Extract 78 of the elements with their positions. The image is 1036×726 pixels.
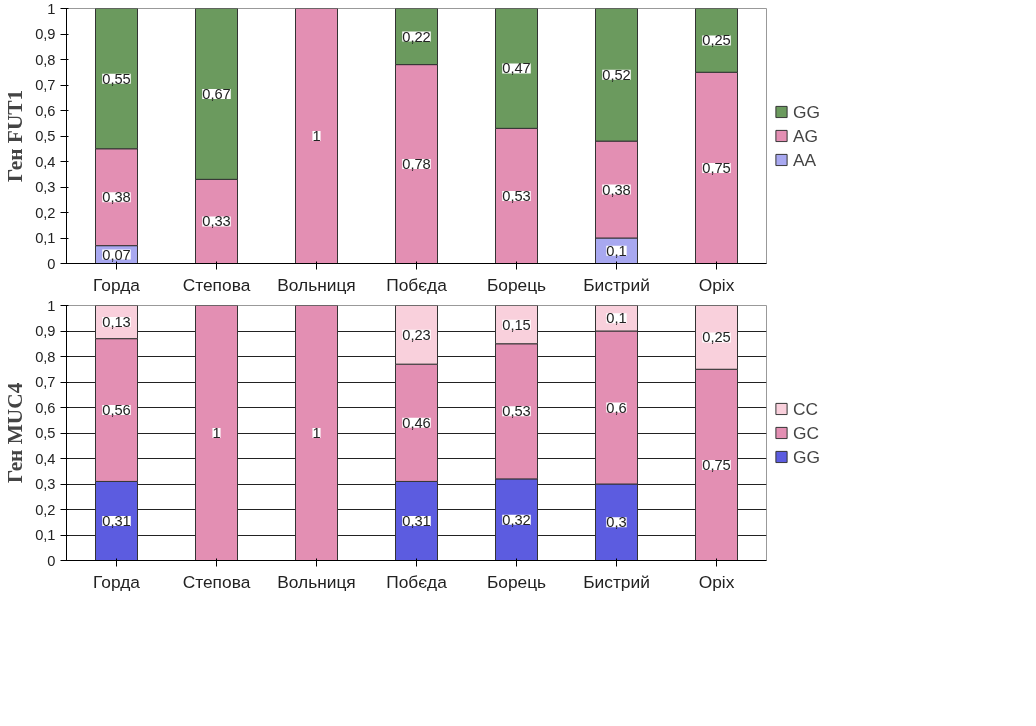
- data-label: 1: [212, 425, 221, 441]
- data-label: 0,22: [402, 28, 431, 45]
- data-label: 0,32: [502, 511, 531, 528]
- y-tick-label: 0,6: [35, 102, 56, 119]
- x-tick-label: Борець: [486, 571, 547, 592]
- y-axis-title: Ген FUT1: [3, 89, 28, 183]
- y-tick-label: 0,7: [35, 374, 56, 390]
- data-label: 1: [312, 128, 321, 144]
- x-tick-label: Оріх: [698, 571, 735, 592]
- y-tick-label: 0,1: [35, 527, 56, 543]
- data-label: 0,47: [502, 60, 531, 77]
- legend-label: AG: [793, 125, 819, 146]
- y-tick-label: 0,8: [35, 51, 56, 68]
- y-tick-label: 0,9: [35, 26, 56, 42]
- x-tick-label: Бистрий: [583, 274, 650, 295]
- x-tick-label: Вольниця: [277, 571, 356, 592]
- legend-label: GC: [793, 422, 819, 443]
- y-axis-title: Ген MUC4: [3, 382, 28, 484]
- data-label: 0,25: [702, 32, 731, 49]
- y-tick-label: 0,2: [35, 204, 56, 221]
- data-label: 0,67: [202, 85, 231, 102]
- x-tick-label: Степова: [182, 571, 251, 592]
- data-label: 0,52: [602, 66, 631, 83]
- legend-label: CC: [793, 398, 819, 419]
- y-tick-label: 0,7: [35, 77, 56, 93]
- bar: [295, 305, 338, 561]
- x-tick-label: Горда: [93, 274, 141, 295]
- y-tick-label: 0: [47, 552, 56, 569]
- data-label: 0,1: [606, 242, 627, 259]
- x-tick-label: Бистрий: [583, 571, 650, 592]
- y-tick-label: 0,5: [35, 425, 56, 441]
- y-tick-label: 0,4: [35, 450, 56, 467]
- data-label: 0,38: [102, 189, 131, 206]
- legend-label: GG: [793, 101, 820, 122]
- y-tick-label: 0,3: [35, 476, 56, 492]
- data-label: 0,25: [702, 329, 731, 346]
- data-label: 0,38: [602, 181, 631, 198]
- data-label: 0,3: [606, 514, 627, 531]
- x-tick-label: Побєда: [386, 274, 448, 295]
- y-tick-label: 0,6: [35, 399, 56, 416]
- y-tick-label: 1: [47, 0, 56, 17]
- data-label: 0,07: [102, 246, 131, 263]
- y-tick-label: 0,3: [35, 179, 56, 195]
- data-label: 0,13: [102, 314, 131, 331]
- data-label: 0,1: [606, 310, 627, 327]
- x-tick-label: Горда: [93, 571, 141, 592]
- data-label: 0,75: [702, 159, 731, 176]
- y-tick-label: 0,8: [35, 348, 56, 365]
- x-tick-label: Побєда: [386, 571, 448, 592]
- data-label: 0,33: [202, 213, 231, 230]
- y-tick-label: 0: [47, 255, 56, 272]
- x-tick-label: Оріх: [698, 274, 735, 295]
- x-tick-label: Вольниця: [277, 274, 356, 295]
- bar: [195, 305, 238, 561]
- data-label: 0,31: [102, 512, 131, 529]
- x-tick-label: Степова: [182, 274, 251, 295]
- data-label: 1: [312, 425, 321, 441]
- data-label: 0,75: [702, 456, 731, 473]
- data-label: 0,31: [402, 512, 431, 529]
- data-label: 0,53: [502, 403, 531, 420]
- data-label: 0,55: [102, 70, 131, 87]
- y-tick-label: 1: [47, 297, 56, 314]
- bar: [295, 8, 338, 264]
- data-label: 0,78: [402, 156, 431, 173]
- y-tick-label: 0,4: [35, 153, 56, 170]
- legend-label: GG: [793, 446, 820, 467]
- data-label: 0,15: [502, 316, 531, 333]
- y-tick-label: 0,1: [35, 230, 56, 246]
- data-label: 0,56: [102, 402, 131, 419]
- data-label: 0,53: [502, 187, 531, 204]
- data-label: 0,23: [402, 326, 431, 343]
- y-tick-label: 0,5: [35, 128, 56, 144]
- x-tick-label: Борець: [486, 274, 547, 295]
- legend-label: AA: [793, 149, 817, 170]
- y-tick-label: 0,2: [35, 501, 56, 518]
- y-tick-label: 0,9: [35, 323, 56, 339]
- data-label: 0,46: [402, 414, 431, 431]
- data-label: 0,6: [606, 399, 627, 416]
